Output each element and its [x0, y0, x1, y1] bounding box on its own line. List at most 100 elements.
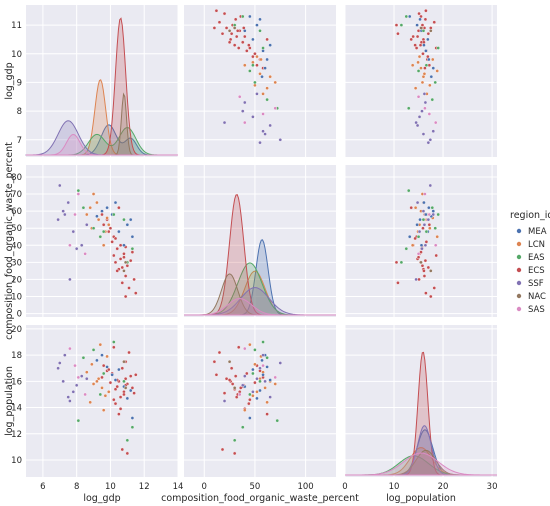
scatter-point-mea	[100, 353, 104, 357]
scatter-point-sas	[83, 392, 87, 397]
x-tick-label: 14	[173, 482, 184, 492]
scatter-point-nac	[123, 386, 128, 390]
scatter-point-ecs	[130, 250, 135, 254]
scatter-point-ssf	[423, 100, 428, 105]
scatter-point-mea	[251, 367, 255, 372]
scatter-point-nac	[227, 29, 232, 33]
scatter-point-ssf	[420, 246, 424, 251]
scatter-point-ecs	[415, 34, 420, 39]
kde-sas	[345, 452, 497, 476]
scatter-point-eas	[430, 97, 435, 102]
scatter-point-nac	[419, 260, 423, 265]
panel-background	[184, 5, 336, 157]
y-tick-label: 80	[11, 173, 22, 183]
scatter-point-ecs	[123, 274, 128, 278]
scatter-point-ecs	[424, 291, 428, 295]
scatter-point-eas	[436, 46, 440, 50]
legend-label-mea: MEA	[528, 227, 547, 237]
scatter-point-eas	[91, 348, 96, 352]
scatter-point-mea	[128, 217, 133, 222]
scatter-point-ecs	[416, 29, 421, 33]
scatter-point-ssf	[61, 379, 65, 384]
scatter-point-eas	[433, 226, 438, 230]
scatter-point-mea	[251, 37, 255, 42]
scatter-point-lcn	[416, 60, 420, 65]
x-axis-label: log_population	[386, 493, 456, 504]
scatter-point-ecs	[212, 359, 217, 364]
x-tick-label: 100	[297, 482, 313, 492]
scatter-point-ecs	[248, 397, 252, 402]
scatter-point-ssf	[431, 129, 436, 133]
scatter-point-lcn	[428, 226, 432, 230]
scatter-point-ssf	[428, 183, 433, 188]
legend-label-sas: SAS	[528, 305, 545, 315]
scatter-point-eas	[433, 80, 438, 85]
scatter-point-sas	[416, 252, 421, 256]
legend-label-lcn: LCN	[528, 240, 545, 250]
scatter-point-sas	[242, 120, 247, 125]
scatter-point-lcn	[95, 200, 99, 205]
legend-label-ssf: SSF	[528, 279, 544, 289]
panel-r1-c2	[344, 165, 497, 317]
panel-r0-c0: 7 8 9 10 11 log_gdp	[4, 5, 179, 157]
scatter-point-mea	[422, 200, 426, 205]
scatter-point-ecs	[432, 20, 437, 25]
scatter-point-lcn	[435, 234, 439, 239]
scatter-point-eas	[261, 46, 265, 50]
scatter-point-lcn	[91, 382, 96, 386]
scatter-point-eas	[240, 14, 245, 19]
scatter-point-mea	[113, 378, 118, 382]
scatter-point-lcn	[261, 92, 265, 96]
y-tick-label: 7	[17, 136, 22, 146]
scatter-point-lcn	[96, 376, 101, 381]
scatter-point-ecs	[245, 49, 249, 53]
scatter-point-ecs	[220, 31, 225, 36]
scatter-point-sas	[261, 363, 265, 368]
x-tick-label: 10	[389, 482, 400, 492]
scatter-point-lcn	[253, 362, 257, 367]
scatter-point-ssf	[63, 353, 67, 357]
scatter-point-mea	[125, 396, 130, 401]
scatter-point-mea	[418, 17, 422, 22]
scatter-point-lcn	[430, 57, 435, 62]
legend-marker-ecs	[516, 267, 522, 273]
scatter-point-mea	[415, 23, 419, 27]
scatter-point-ecs	[432, 286, 437, 290]
y-tick-label: 60	[11, 207, 22, 217]
scatter-point-ssf	[68, 277, 72, 282]
scatter-point-ecs	[222, 11, 227, 16]
scatter-point-lcn	[85, 370, 89, 374]
scatter-point-mea	[424, 49, 428, 53]
scatter-point-ecs	[235, 29, 240, 33]
panel-background	[345, 325, 497, 477]
scatter-point-ssf	[222, 399, 227, 403]
y-tick-label: 12	[11, 430, 22, 440]
scatter-point-ssf	[428, 137, 433, 142]
scatter-point-eas	[404, 246, 409, 251]
legend-label-eas: EAS	[528, 253, 545, 263]
scatter-point-mea	[260, 358, 264, 363]
scatter-point-sas	[416, 94, 421, 99]
scatter-point-mea	[407, 14, 412, 19]
panel-background	[26, 165, 178, 317]
scatter-point-ecs	[427, 222, 432, 227]
scatter-point-ssf	[268, 395, 272, 399]
scatter-point-ecs	[229, 366, 234, 371]
scatter-point-ecs	[100, 375, 104, 380]
scatter-point-ecs	[117, 205, 121, 210]
scatter-point-ssf	[79, 243, 84, 248]
scatter-point-mea	[422, 43, 426, 47]
kde-sas	[184, 298, 336, 316]
scatter-point-eas	[81, 355, 86, 360]
scatter-point-mea	[105, 205, 109, 210]
scatter-point-mea	[427, 57, 431, 62]
scatter-point-ecs	[420, 263, 425, 268]
scatter-point-ecs	[424, 240, 429, 244]
scatter-point-nac	[227, 359, 232, 364]
scatter-point-lcn	[435, 69, 439, 73]
legend-marker-nac	[516, 293, 522, 299]
scatter-point-ssf	[417, 229, 422, 234]
scatter-point-ssf	[251, 115, 255, 119]
scatter-point-lcn	[273, 382, 278, 386]
